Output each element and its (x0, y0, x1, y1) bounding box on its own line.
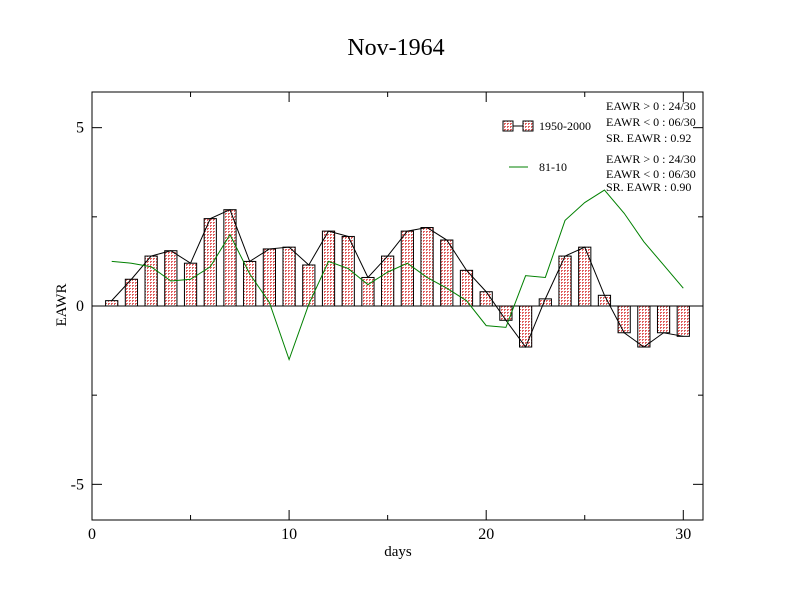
bar-day-6 (203, 218, 217, 307)
bar-day-17 (420, 227, 434, 307)
chart-title: Nov-1964 (347, 35, 444, 61)
x-axis-label: days (384, 544, 412, 560)
bar-day-18 (440, 239, 454, 307)
stat-sr-eawr: SR. EAWR : 0.90 (606, 180, 691, 194)
x-tick-label: 30 (675, 526, 691, 543)
bar-day-21 (499, 305, 513, 321)
y-tick-label: 5 (76, 120, 84, 137)
bar-day-7 (223, 209, 237, 307)
stat-negative-days: EAWR < 0 : 06/30 (606, 167, 696, 181)
legend-swatch-bar-left (502, 120, 514, 132)
stat-negative-days: EAWR < 0 : 06/30 (606, 115, 696, 129)
stats-block-1950-2000: EAWR > 0 : 24/30 EAWR < 0 : 06/30 SR. EA… (606, 99, 696, 145)
legend-swatch-bar-right (522, 120, 534, 132)
bar-series-group (105, 209, 690, 348)
y-axis-label: EAWR (54, 284, 70, 327)
x-tick-label: 0 (88, 526, 96, 543)
bar-day-13 (341, 235, 355, 307)
bar-day-10 (282, 246, 296, 307)
legend-label-81-10: 81-10 (539, 160, 567, 174)
bar-day-27 (617, 305, 631, 334)
bar-day-1 (105, 300, 119, 307)
series-lines-group (111, 189, 684, 362)
series-line-1950-2000 (111, 209, 684, 349)
bar-day-11 (302, 264, 316, 307)
stats-block-81-10: EAWR > 0 : 24/30 EAWR < 0 : 06/30 SR. EA… (606, 152, 696, 194)
bar-day-29 (656, 305, 671, 334)
bar-day-24 (558, 255, 572, 307)
bar-day-28 (637, 305, 651, 348)
stat-positive-days: EAWR > 0 : 24/30 (606, 99, 696, 113)
bar-day-12 (321, 230, 336, 307)
bar-day-5 (183, 262, 198, 307)
bar-day-25 (578, 246, 592, 307)
bar-day-16 (400, 230, 414, 307)
bar-day-30 (676, 305, 690, 337)
series-line-81-10 (111, 189, 684, 362)
stat-positive-days: EAWR > 0 : 24/30 (606, 152, 696, 166)
x-tick-label: 10 (281, 526, 297, 543)
bar-day-15 (381, 255, 395, 307)
y-tick-label: -5 (71, 476, 84, 493)
stat-sr-eawr: SR. EAWR : 0.92 (606, 131, 691, 145)
x-tick-label: 20 (478, 526, 494, 543)
bar-day-9 (262, 248, 276, 307)
bar-day-8 (243, 260, 257, 307)
legend: 1950-2000 81-10 (502, 119, 591, 174)
bar-day-3 (144, 255, 158, 307)
legend-label-1950-2000: 1950-2000 (539, 119, 591, 133)
y-tick-label: 0 (76, 298, 84, 315)
bar-day-20 (479, 291, 493, 307)
axis-ticks-group: 0 10 20 30 -5 0 5 (71, 92, 703, 543)
